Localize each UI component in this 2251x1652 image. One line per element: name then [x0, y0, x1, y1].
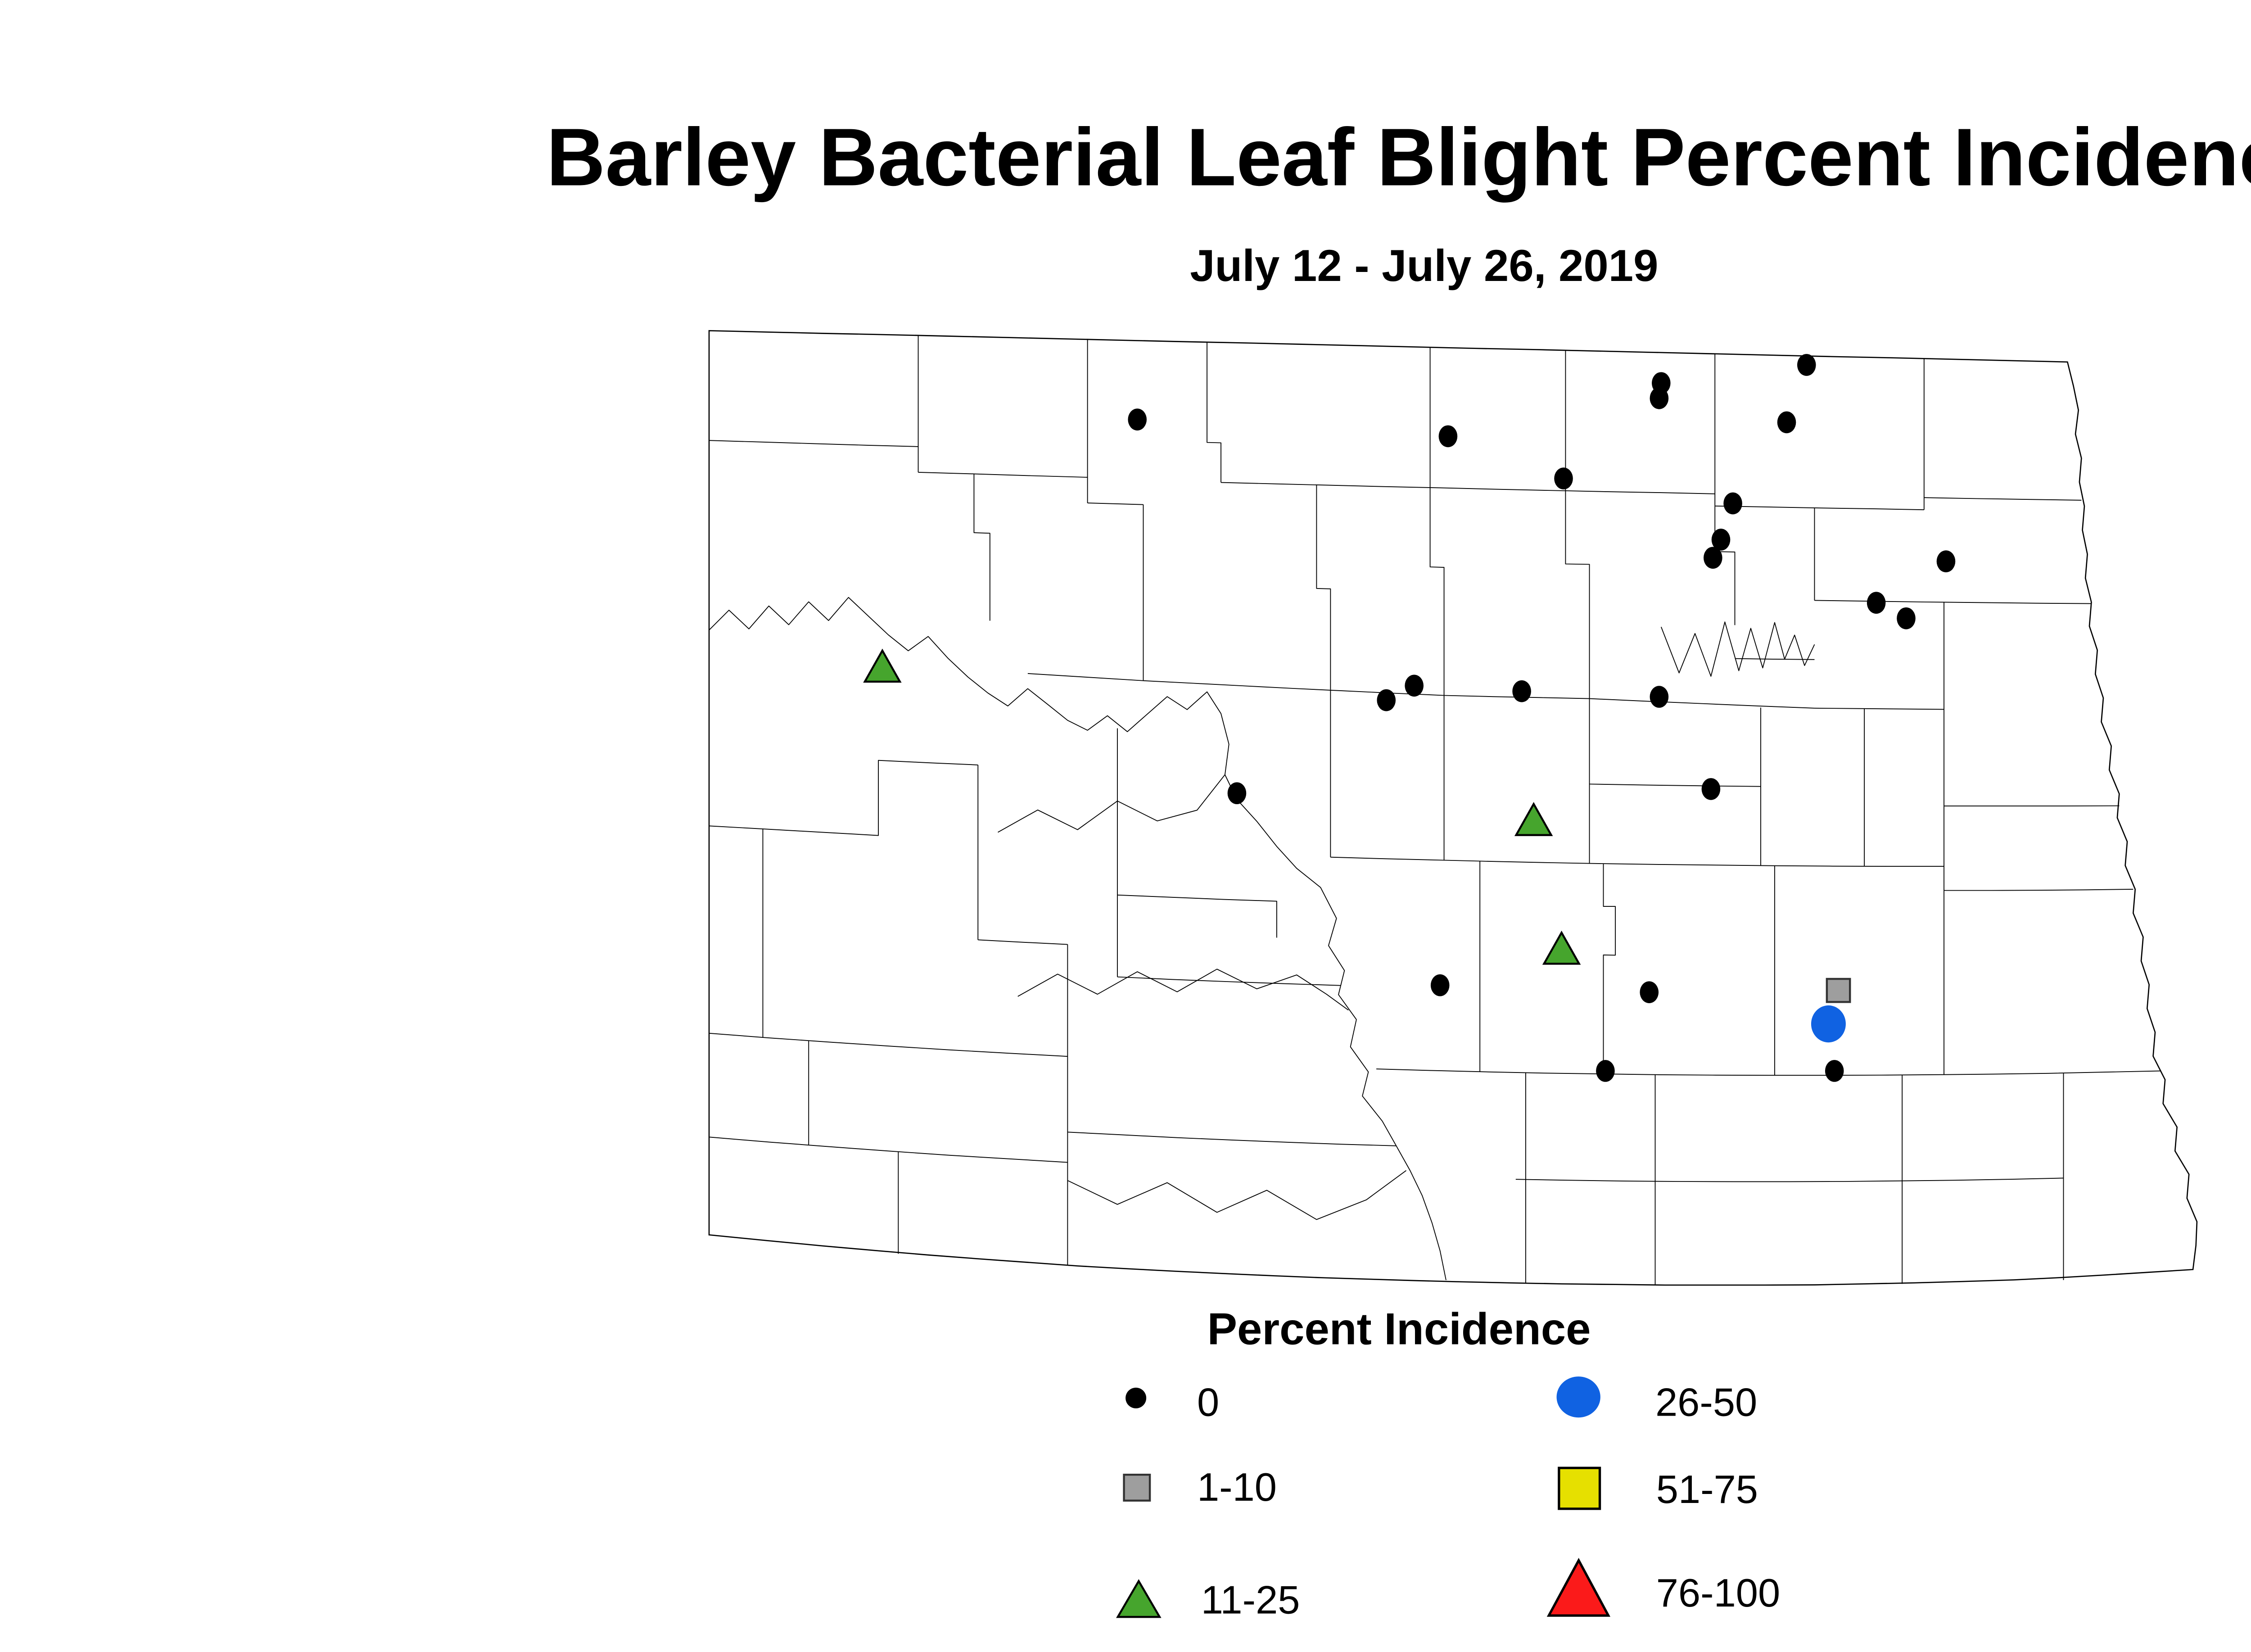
map-point-11-25	[1514, 802, 1553, 836]
river-line	[1660, 621, 1815, 677]
county-boundary-line	[709, 1136, 1068, 1163]
county-boundary-line	[1207, 342, 1221, 483]
legend-title: Percent Incidence	[1207, 1304, 1591, 1354]
county-boundary-line	[1429, 488, 1445, 696]
county-boundary-line	[1603, 863, 1616, 1074]
legend-label-51-75: 51-75	[1656, 1467, 1758, 1512]
county-boundary-line	[1715, 505, 1924, 511]
map-point-0	[1936, 550, 1956, 573]
county-boundary-line	[1565, 490, 1590, 699]
map-point-26-50	[1811, 1005, 1846, 1043]
legend-item-3: 26-50	[1556, 1376, 1757, 1425]
page-subtitle: July 12 - July 26, 2019	[1190, 241, 1658, 291]
map-point-11-25	[1542, 930, 1581, 965]
map-point-0	[1227, 782, 1247, 805]
legend-item-0: 0	[1126, 1380, 1219, 1425]
county-boundary-line	[1117, 976, 1341, 986]
county-boundary-line	[709, 1032, 1068, 1057]
county-boundary-line	[1316, 484, 1331, 690]
map-point-0	[1512, 680, 1531, 702]
county-boundary-line	[1814, 600, 2092, 604]
map-point-0	[1377, 689, 1396, 711]
river-line	[1017, 969, 1349, 1011]
legend-label-76-100: 76-100	[1656, 1571, 1780, 1615]
map-point-0	[1438, 425, 1458, 448]
county-boundary-line	[1515, 1177, 2064, 1182]
map-point-0	[1867, 592, 1886, 614]
map-point-0	[1704, 547, 1722, 569]
legend-dot-icon	[1126, 1387, 1147, 1408]
county-boundary-line	[973, 474, 990, 621]
legend-item-2: 11-25	[1116, 1578, 1300, 1622]
map-point-0	[1711, 529, 1731, 551]
legend-label-11-25: 11-25	[1201, 1578, 1300, 1622]
incidence-points	[863, 354, 1956, 1082]
legend-item-5: 76-100	[1546, 1557, 1780, 1617]
map-point-0	[1430, 974, 1450, 996]
state-outline	[708, 330, 2198, 1286]
map-point-0	[1596, 1060, 1615, 1082]
map-point-0	[1723, 492, 1742, 515]
river-line	[709, 597, 1446, 1281]
county-boundary-line	[709, 760, 978, 836]
legend-label-26-50: 26-50	[1655, 1380, 1757, 1425]
county-boundary-line	[1376, 1068, 2161, 1076]
legend-gray-square-icon	[1123, 1474, 1151, 1502]
map-point-0	[1128, 408, 1147, 431]
county-boundary-line	[1117, 894, 1277, 938]
map-point-0	[1797, 354, 1816, 376]
county-boundary-line	[1589, 783, 1761, 787]
map-point-1-10	[1826, 978, 1851, 1003]
map-point-11-25	[863, 648, 902, 683]
legend-item-1: 1-10	[1123, 1465, 1277, 1509]
page-title: Barley Bacterial Leaf Blight Percent Inc…	[547, 112, 2251, 203]
county-boundary-line	[918, 472, 1088, 478]
map-point-0	[1405, 674, 1424, 697]
legend-label-1-10: 1-10	[1197, 1465, 1277, 1509]
county-boundary-line	[1087, 502, 1144, 505]
county-boundary-line	[1067, 1132, 1397, 1146]
map-point-0	[1701, 778, 1721, 800]
map-point-0	[1650, 686, 1669, 708]
county-boundary-line	[709, 440, 918, 447]
county-boundary-line	[1944, 889, 2133, 891]
legend-item-4: 51-75	[1558, 1466, 1758, 1512]
map-point-0	[1650, 387, 1669, 409]
map-point-0	[1777, 411, 1796, 434]
county-boundaries	[709, 335, 2161, 1285]
county-boundary-line	[1735, 658, 1815, 660]
legend-green-triangle-icon	[1116, 1579, 1162, 1618]
county-boundary-line	[1814, 707, 1944, 710]
county-boundary-line	[1067, 1170, 1407, 1220]
county-boundary-line	[978, 939, 1068, 945]
legend-yellow-square-icon	[1558, 1466, 1601, 1510]
county-boundary-line	[1714, 506, 1736, 625]
map-point-0	[1825, 1060, 1844, 1082]
county-boundary-line	[1330, 856, 1944, 867]
legend-red-triangle-icon	[1546, 1557, 1610, 1617]
river-line	[998, 774, 1225, 833]
county-boundary-line	[1221, 482, 1715, 494]
rivers-and-lakes	[709, 597, 1815, 1281]
legend: Percent Incidence 0 1-10 11-25 26-50 51-…	[1116, 1304, 1780, 1622]
county-boundary-line	[1924, 497, 2082, 501]
legend-label-0: 0	[1197, 1380, 1219, 1425]
map-point-0	[1554, 467, 1573, 490]
map-point-0	[1897, 607, 1916, 629]
map-point-0	[1640, 981, 1659, 1004]
north-dakota-map	[708, 330, 2198, 1286]
legend-blue-circle-icon	[1556, 1376, 1600, 1418]
